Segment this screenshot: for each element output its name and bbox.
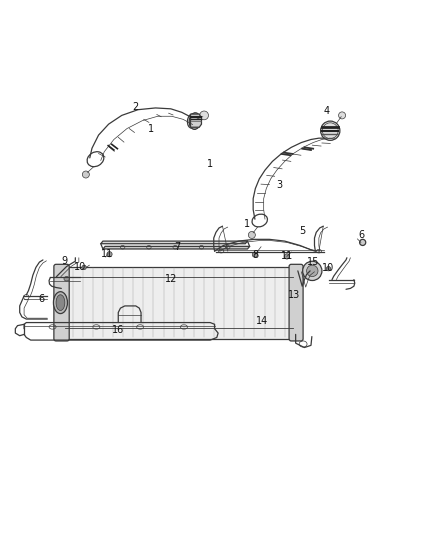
Text: 6: 6 xyxy=(358,230,364,240)
Ellipse shape xyxy=(284,254,290,259)
Text: 12: 12 xyxy=(165,274,177,284)
Text: 8: 8 xyxy=(252,249,258,260)
FancyBboxPatch shape xyxy=(65,266,293,339)
Polygon shape xyxy=(101,241,247,244)
Text: 1: 1 xyxy=(244,219,251,229)
Text: 11: 11 xyxy=(101,249,113,259)
Ellipse shape xyxy=(53,292,67,313)
Text: 10: 10 xyxy=(321,263,334,273)
Ellipse shape xyxy=(64,277,69,281)
Text: 13: 13 xyxy=(288,290,300,300)
FancyBboxPatch shape xyxy=(289,264,303,341)
Polygon shape xyxy=(103,246,250,249)
Text: 16: 16 xyxy=(112,325,124,335)
Ellipse shape xyxy=(307,265,318,277)
Text: 9: 9 xyxy=(62,256,68,266)
Ellipse shape xyxy=(189,113,201,130)
Polygon shape xyxy=(191,114,201,127)
Text: 7: 7 xyxy=(174,242,180,252)
Ellipse shape xyxy=(82,265,86,270)
Ellipse shape xyxy=(56,295,65,311)
Text: 1: 1 xyxy=(148,124,154,134)
Ellipse shape xyxy=(200,111,208,120)
Ellipse shape xyxy=(82,171,89,178)
Text: 10: 10 xyxy=(74,262,86,271)
Text: 3: 3 xyxy=(276,181,283,190)
Ellipse shape xyxy=(326,266,331,271)
Ellipse shape xyxy=(321,121,340,140)
Ellipse shape xyxy=(248,231,255,238)
FancyBboxPatch shape xyxy=(54,264,69,341)
Text: 5: 5 xyxy=(299,225,305,236)
Text: 4: 4 xyxy=(323,106,329,116)
Text: 11: 11 xyxy=(281,252,293,261)
Ellipse shape xyxy=(360,239,366,246)
Text: 1: 1 xyxy=(207,159,213,168)
Ellipse shape xyxy=(107,252,112,257)
Text: 2: 2 xyxy=(133,102,139,111)
Ellipse shape xyxy=(339,112,346,119)
Text: 15: 15 xyxy=(307,257,319,267)
Text: 14: 14 xyxy=(256,316,268,326)
Ellipse shape xyxy=(303,261,322,280)
Ellipse shape xyxy=(252,252,258,257)
Text: 6: 6 xyxy=(39,294,45,304)
